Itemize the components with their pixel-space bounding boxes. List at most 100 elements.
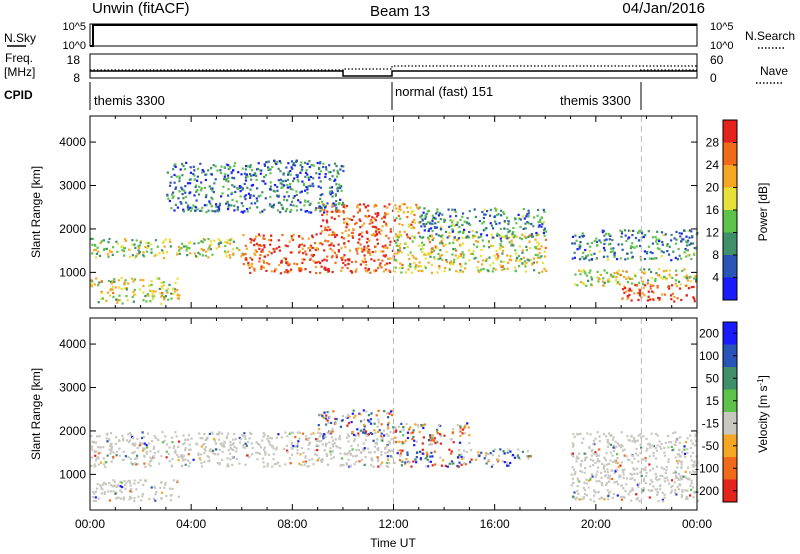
- echo-cell: [315, 439, 318, 443]
- echo-cell: [635, 467, 638, 470]
- echo-cell: [160, 491, 164, 494]
- echo-cell: [427, 439, 430, 442]
- echo-cell: [105, 483, 108, 486]
- echo-cell: [649, 251, 652, 254]
- echo-cell: [538, 247, 541, 251]
- echo-cell: [223, 166, 226, 169]
- echo-cell: [113, 278, 116, 281]
- echo-cell: [188, 247, 191, 250]
- echo-cell: [618, 444, 621, 447]
- echo-cell: [150, 290, 153, 293]
- echo-cell: [153, 485, 156, 488]
- echo-cell: [124, 238, 127, 241]
- echo-cell: [185, 245, 188, 248]
- echo-cell: [244, 435, 247, 438]
- echo-cell: [226, 465, 229, 468]
- echo-cell: [689, 446, 692, 450]
- echo-cell: [352, 228, 355, 231]
- echo-cell: [329, 228, 332, 231]
- echo-cell: [391, 456, 394, 459]
- echo-cell: [321, 443, 324, 446]
- echo-cell: [97, 446, 100, 449]
- echo-cell: [193, 178, 196, 181]
- echo-cell: [167, 453, 170, 456]
- echo-cell: [367, 433, 370, 436]
- echo-cell: [260, 244, 263, 247]
- echo-cell: [380, 217, 384, 220]
- echo-cell: [476, 266, 479, 269]
- echo-cell: [611, 496, 614, 499]
- echo-cell: [95, 450, 98, 453]
- echo-cell: [411, 210, 414, 213]
- echo-cell: [611, 477, 614, 481]
- echo-cell: [650, 276, 654, 280]
- echo-cell: [163, 296, 166, 299]
- echo-cell: [649, 444, 652, 448]
- echo-cell: [625, 290, 628, 293]
- echo-cell: [484, 228, 487, 231]
- echo-cell: [335, 418, 338, 421]
- echo-cell: [384, 446, 387, 450]
- echo-cell: [292, 431, 295, 434]
- echo-cell: [145, 450, 148, 453]
- echo-cell: [326, 210, 329, 213]
- echo-cell: [302, 451, 305, 454]
- echo-cell: [319, 262, 322, 265]
- echo-cell: [304, 171, 308, 174]
- echo-cell: [579, 245, 582, 248]
- echo-cell: [373, 429, 376, 432]
- colorbar-tick-label: 8: [712, 248, 719, 262]
- echo-cell: [319, 170, 322, 173]
- echo-cell: [596, 454, 599, 457]
- echo-cell: [200, 187, 203, 190]
- echo-cell: [277, 433, 280, 436]
- echo-cell: [239, 190, 242, 193]
- echo-cell: [428, 241, 431, 244]
- echo-cell: [598, 440, 601, 443]
- echo-cell: [488, 246, 491, 249]
- echo-cell: [251, 446, 254, 450]
- echo-cell: [676, 258, 679, 261]
- echo-cell: [444, 267, 447, 270]
- echo-cell: [305, 435, 308, 438]
- echo-cell: [233, 204, 236, 207]
- echo-cell: [452, 428, 455, 431]
- echo-cell: [229, 256, 232, 259]
- echo-cell: [124, 487, 127, 490]
- echo-cell: [385, 223, 388, 226]
- echo-cell: [286, 191, 289, 194]
- echo-cell: [505, 216, 509, 219]
- echo-cell: [423, 229, 426, 232]
- echo-cell: [514, 270, 517, 273]
- echo-cell: [337, 243, 340, 246]
- echo-cell: [223, 175, 226, 178]
- echo-cell: [674, 242, 678, 245]
- echo-cell: [131, 243, 134, 246]
- echo-cell: [90, 445, 94, 448]
- echo-cell: [272, 447, 275, 450]
- echo-cell: [209, 248, 212, 251]
- echo-cell: [278, 201, 281, 204]
- echo-cell: [187, 438, 190, 441]
- echo-cell: [105, 247, 108, 250]
- echo-cell: [443, 270, 446, 273]
- echo-cell: [319, 186, 322, 189]
- echo-cell: [341, 266, 344, 269]
- echo-cell: [189, 448, 192, 451]
- echo-cell: [666, 479, 669, 482]
- echo-cell: [598, 435, 601, 438]
- echo-cell: [584, 467, 587, 470]
- echo-cell: [145, 446, 149, 449]
- echo-cell: [461, 223, 464, 227]
- echo-cell: [411, 240, 414, 243]
- echo-cell: [395, 207, 398, 210]
- echo-cell: [347, 440, 350, 443]
- echo-cell: [200, 209, 203, 212]
- echo-cell: [262, 431, 265, 435]
- echo-cell: [267, 453, 271, 456]
- echo-cell: [530, 233, 533, 236]
- echo-cell: [542, 208, 545, 211]
- echo-cell: [147, 245, 150, 248]
- echo-cell: [289, 203, 292, 206]
- echo-cell: [354, 260, 358, 263]
